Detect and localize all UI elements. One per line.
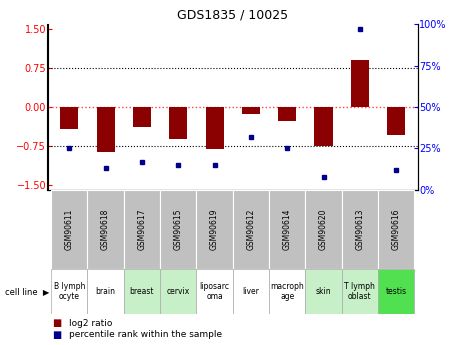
Bar xyxy=(342,269,378,314)
Text: skin: skin xyxy=(316,287,332,296)
Bar xyxy=(351,60,369,107)
Bar xyxy=(269,269,305,314)
Text: ■: ■ xyxy=(52,330,61,339)
Text: log2 ratio: log2 ratio xyxy=(69,319,112,328)
Bar xyxy=(60,107,78,129)
Bar xyxy=(378,269,414,314)
Text: cell line  ▶: cell line ▶ xyxy=(5,287,49,296)
Bar xyxy=(160,269,197,314)
Text: GSM90615: GSM90615 xyxy=(174,209,183,250)
Bar xyxy=(51,190,87,269)
Text: breast: breast xyxy=(130,287,154,296)
Bar xyxy=(87,190,124,269)
Bar xyxy=(305,190,342,269)
Bar xyxy=(305,269,342,314)
Bar xyxy=(87,269,124,314)
Text: liver: liver xyxy=(242,287,259,296)
Bar xyxy=(378,190,414,269)
Bar xyxy=(206,107,224,149)
Bar xyxy=(233,269,269,314)
Bar xyxy=(269,190,305,269)
Text: liposarc
oma: liposarc oma xyxy=(200,282,229,301)
Bar xyxy=(342,190,378,269)
Text: GSM90620: GSM90620 xyxy=(319,209,328,250)
Text: GSM90614: GSM90614 xyxy=(283,209,292,250)
Text: GSM90619: GSM90619 xyxy=(210,209,219,250)
Text: GSM90612: GSM90612 xyxy=(247,209,256,250)
Bar xyxy=(314,107,332,146)
Text: cervix: cervix xyxy=(167,287,190,296)
Bar xyxy=(387,107,405,135)
Bar xyxy=(197,190,233,269)
Text: GSM90613: GSM90613 xyxy=(355,209,364,250)
Text: brain: brain xyxy=(95,287,115,296)
Text: T lymph
oblast: T lymph oblast xyxy=(344,282,375,301)
Text: B lymph
ocyte: B lymph ocyte xyxy=(54,282,85,301)
Text: macroph
age: macroph age xyxy=(270,282,304,301)
Text: ■: ■ xyxy=(52,318,61,328)
Text: GSM90611: GSM90611 xyxy=(65,209,74,250)
Text: percentile rank within the sample: percentile rank within the sample xyxy=(69,330,222,339)
Text: testis: testis xyxy=(386,287,407,296)
Text: GSM90618: GSM90618 xyxy=(101,209,110,250)
Bar xyxy=(278,107,296,121)
Bar xyxy=(133,107,151,127)
Bar xyxy=(124,190,160,269)
Text: GSM90617: GSM90617 xyxy=(137,209,146,250)
Bar xyxy=(51,269,87,314)
Bar xyxy=(169,107,187,139)
Bar xyxy=(242,107,260,114)
Bar xyxy=(197,269,233,314)
Bar xyxy=(96,107,114,152)
Text: GDS1835 / 10025: GDS1835 / 10025 xyxy=(177,9,288,22)
Bar xyxy=(233,190,269,269)
Bar xyxy=(124,269,160,314)
Bar xyxy=(160,190,197,269)
Text: GSM90616: GSM90616 xyxy=(392,209,401,250)
